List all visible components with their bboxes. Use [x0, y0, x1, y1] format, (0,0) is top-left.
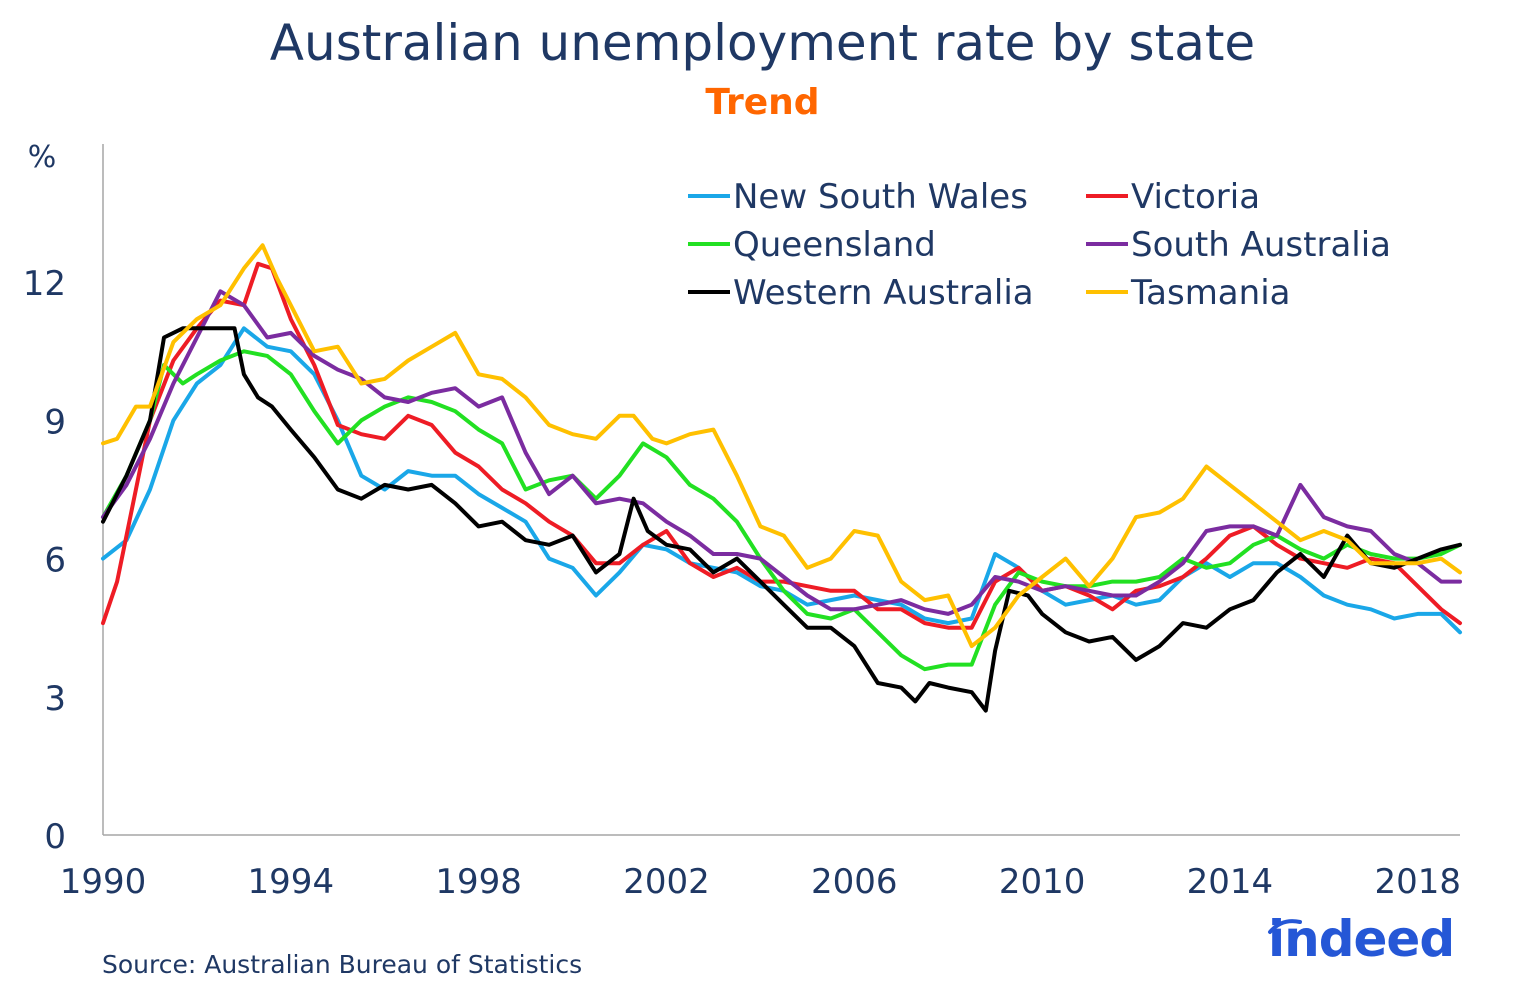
chart-subtitle: Trend [705, 82, 820, 123]
x-tick-label: 2006 [811, 862, 898, 902]
x-tick-label: 1994 [248, 862, 335, 902]
x-tick-label: 2010 [999, 862, 1086, 902]
series-line-tasmania [101, 243, 1462, 649]
legend-label-south-australia: South Australia [1131, 225, 1391, 265]
source-note: Source: Australian Bureau of Statistics [102, 950, 583, 979]
legend-label-queensland: Queensland [733, 225, 936, 265]
chart-title: Australian unemployment rate by state [269, 14, 1256, 72]
y-tick-label: 6 [44, 541, 66, 581]
x-tick-label: 1998 [435, 862, 522, 902]
y-tick-label: 9 [44, 402, 66, 442]
y-tick-label: 12 [23, 264, 66, 304]
y-tick-label: 0 [44, 817, 66, 857]
x-tick-label: 2018 [1374, 862, 1461, 902]
x-tick-label: 2014 [1187, 862, 1274, 902]
legend-label-tasmania: Tasmania [1130, 273, 1290, 313]
x-tick-label: 2002 [623, 862, 710, 902]
series-line-queensland [101, 349, 1462, 672]
indeed-logo: indeed [1268, 910, 1455, 968]
x-tick-label: 1990 [60, 862, 147, 902]
legend-label-western-australia: Western Australia [733, 273, 1034, 313]
legend-label-victoria: Victoria [1131, 177, 1260, 217]
series-line-western-australia [101, 326, 1462, 713]
y-axis-unit-label: % [28, 140, 57, 175]
y-tick-label: 3 [44, 679, 66, 719]
logo-arc-icon [1268, 919, 1302, 934]
series-line-south-australia [101, 289, 1462, 616]
legend-label-new-south-wales: New South Wales [733, 177, 1028, 217]
